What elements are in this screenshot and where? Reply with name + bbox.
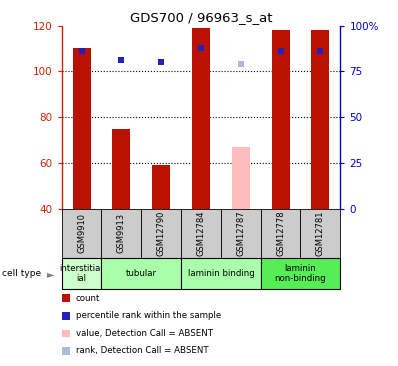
Bar	[73, 49, 91, 209]
Text: GSM12790: GSM12790	[157, 211, 166, 256]
Bar	[141, 209, 181, 258]
Text: tubular: tubular	[126, 269, 157, 278]
Bar	[232, 147, 250, 209]
Bar	[181, 258, 261, 289]
Text: laminin binding: laminin binding	[187, 269, 254, 278]
Bar	[261, 209, 300, 258]
Text: ►: ►	[47, 269, 55, 279]
Bar	[261, 258, 340, 289]
Bar	[221, 209, 261, 258]
Bar	[272, 30, 290, 209]
Text: GSM12778: GSM12778	[276, 210, 285, 256]
Bar	[300, 209, 340, 258]
Bar	[62, 347, 70, 355]
Bar	[101, 258, 181, 289]
Text: interstitial
ial: interstitial ial	[60, 264, 103, 283]
Text: count: count	[76, 294, 100, 303]
Text: GSM12787: GSM12787	[236, 210, 245, 256]
Text: laminin
non-binding: laminin non-binding	[275, 264, 326, 283]
Text: GSM12781: GSM12781	[316, 210, 325, 256]
Text: rank, Detection Call = ABSENT: rank, Detection Call = ABSENT	[76, 347, 208, 355]
Bar	[62, 330, 70, 337]
Bar	[152, 165, 170, 209]
Bar	[192, 28, 210, 209]
Bar	[113, 128, 131, 209]
Text: GSM9910: GSM9910	[77, 213, 86, 253]
Text: value, Detection Call = ABSENT: value, Detection Call = ABSENT	[76, 329, 213, 338]
Bar	[62, 209, 101, 258]
Text: percentile rank within the sample: percentile rank within the sample	[76, 311, 221, 320]
Text: GSM12784: GSM12784	[197, 210, 205, 256]
Bar	[181, 209, 221, 258]
Bar	[101, 209, 141, 258]
Title: GDS700 / 96963_s_at: GDS700 / 96963_s_at	[130, 11, 272, 25]
Bar	[62, 295, 70, 302]
Bar	[62, 312, 70, 320]
Bar	[312, 30, 330, 209]
Text: cell type: cell type	[2, 269, 41, 278]
Text: GSM9913: GSM9913	[117, 213, 126, 253]
Bar	[62, 258, 101, 289]
